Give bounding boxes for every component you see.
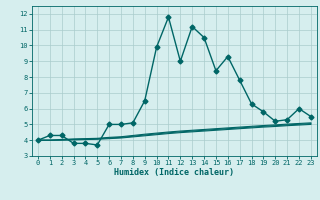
X-axis label: Humidex (Indice chaleur): Humidex (Indice chaleur): [115, 168, 234, 177]
